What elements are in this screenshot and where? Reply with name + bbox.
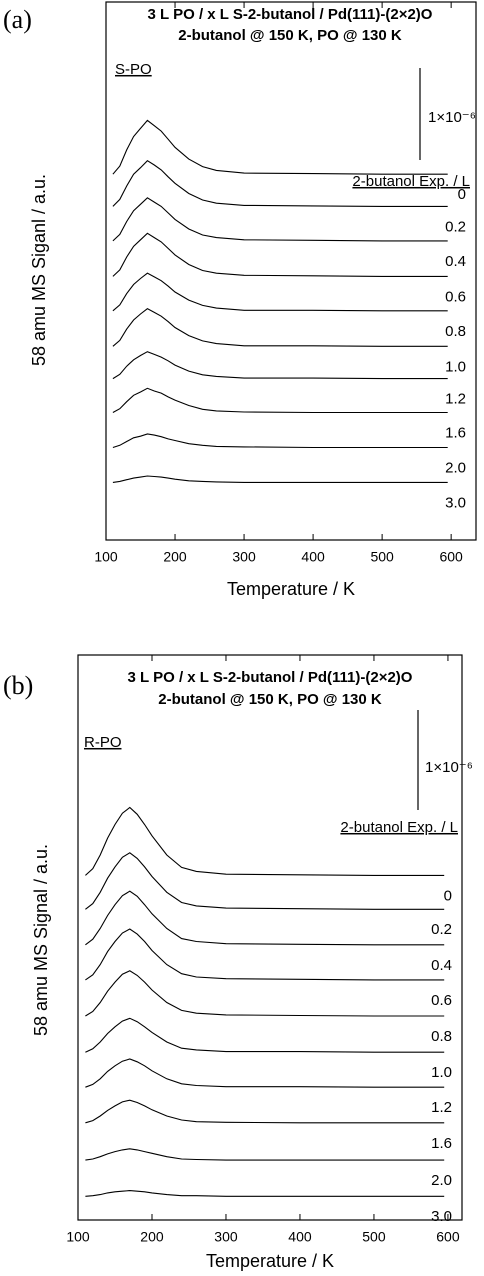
series-label: 2.0 — [431, 1172, 452, 1189]
series-label: 0.8 — [445, 323, 466, 340]
trace — [85, 890, 445, 946]
x-tick-label: 500 — [362, 1229, 386, 1245]
x-tick-label: 300 — [232, 549, 256, 565]
x-axis-label: Temperature / K — [206, 1251, 334, 1271]
trace — [85, 806, 445, 876]
scale-label: 1×10⁻⁶ — [428, 109, 476, 126]
x-tick-label: 400 — [288, 1229, 312, 1245]
y-axis-label: 58 amu MS Siganl / a.u. — [29, 174, 49, 366]
series-label: 1.2 — [431, 1099, 452, 1116]
trace — [112, 232, 448, 277]
annotation: R-PO — [84, 734, 122, 751]
x-tick-label: 400 — [301, 549, 325, 565]
x-tick-label: 200 — [163, 549, 187, 565]
scale-label: 1×10⁻⁶ — [425, 759, 473, 776]
series-label: 1.0 — [445, 358, 466, 375]
trace — [85, 1099, 445, 1124]
series-label: 0.6 — [431, 992, 452, 1009]
series-label: 0.4 — [445, 253, 466, 270]
panel-label: (b) — [3, 671, 33, 700]
series-label: 0.8 — [431, 1028, 452, 1045]
trace — [85, 852, 445, 910]
trace — [112, 197, 448, 242]
x-tick-label: 100 — [94, 549, 118, 565]
trace — [112, 387, 448, 414]
trace — [112, 433, 448, 449]
x-tick-label: 300 — [214, 1229, 238, 1245]
series-label: 1.2 — [445, 391, 466, 408]
x-tick-label: 600 — [439, 549, 463, 565]
panel-label: (a) — [3, 5, 32, 34]
trace — [112, 272, 448, 312]
series-label: 1.0 — [431, 1064, 452, 1081]
series-label: 2.0 — [445, 459, 466, 476]
series-label: 0 — [444, 887, 452, 904]
trace — [112, 160, 448, 207]
chart-subtitle: 2-butanol @ 150 K, PO @ 130 K — [178, 27, 402, 44]
legend-title: 2-butanol Exp. / L — [352, 173, 470, 190]
trace — [85, 928, 445, 981]
plot-frame — [105, 1, 477, 541]
x-tick-label: 200 — [140, 1229, 164, 1245]
series-label: 0.2 — [431, 921, 452, 938]
series-label: 1.6 — [445, 424, 466, 441]
y-axis-label: 58 amu MS Signal / a.u. — [31, 844, 51, 1036]
trace — [85, 1148, 445, 1161]
x-axis-label: Temperature / K — [227, 579, 355, 599]
series-label: 0.2 — [445, 218, 466, 235]
trace — [85, 1058, 445, 1088]
annotation: S-PO — [115, 61, 152, 78]
chart-title: 3 L PO / x L S-2-butanol / Pd(111)-(2×2)… — [128, 669, 413, 686]
trace — [85, 1017, 445, 1053]
series-label: 0.6 — [445, 288, 466, 305]
x-tick-label: 100 — [66, 1229, 90, 1245]
series-label: 0.4 — [431, 957, 452, 974]
trace — [112, 119, 448, 175]
series-label: 1.6 — [431, 1135, 452, 1152]
trace — [85, 970, 445, 1017]
trace — [112, 475, 448, 483]
chart-title: 3 L PO / x L S-2-butanol / Pd(111)-(2×2)… — [148, 6, 433, 23]
trace — [85, 1190, 445, 1197]
x-tick-label: 600 — [436, 1229, 460, 1245]
plot-frame — [77, 654, 463, 1221]
trace — [112, 351, 448, 380]
series-label: 0 — [458, 186, 466, 203]
series-label: 3.0 — [445, 494, 466, 511]
series-label: 3.0 — [431, 1208, 452, 1225]
legend-title: 2-butanol Exp. / L — [340, 819, 458, 836]
chart-subtitle: 2-butanol @ 150 K, PO @ 130 K — [158, 691, 382, 708]
trace — [112, 308, 448, 347]
x-tick-label: 500 — [370, 549, 394, 565]
